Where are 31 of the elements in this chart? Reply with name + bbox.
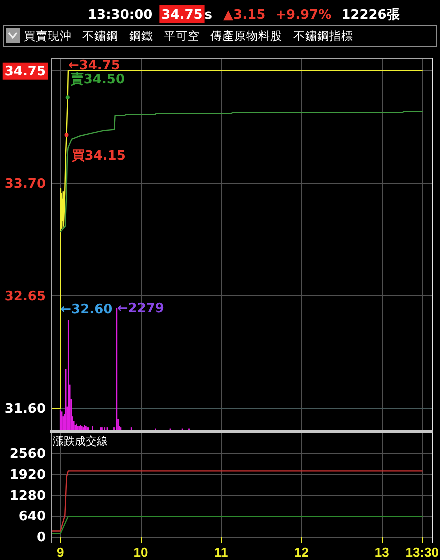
text: s [204,8,213,23]
chart-subtitle: 買賣現沖 不鏽鋼 鋼鐵 平可空 傳產原物料股 不鏽鋼指標 [24,29,354,43]
y-tick-label: 1280 [10,488,46,504]
x-tick-label: 12 [294,545,310,560]
x-tick-label: 9 [57,545,64,560]
y-tick-label: 0 [36,530,46,546]
x-tick-label: 11 [214,545,228,560]
chart-title: 漲跌成交線 [53,435,108,448]
line-series [51,70,423,410]
annotation: 賣34.50 [70,72,126,88]
text: ▲3.15 [224,8,266,23]
annotation: ←2279 [117,301,164,316]
y-tick-label: 2560 [10,447,46,462]
y-tick-label: 34.75 [4,64,46,80]
x-tick-label: 13:30 [406,545,439,560]
x-tick-label: 10 [134,545,148,560]
y-tick-label: 32.65 [4,289,46,304]
text: 34.75 [162,8,203,23]
line-series [51,470,423,532]
y-tick-label: 1920 [10,468,46,483]
y-tick-label: 33.70 [4,176,46,192]
annotation: 買34.15 [70,149,126,164]
y-tick-label: 640 [18,510,46,525]
line-series [60,111,423,232]
text: 13:30:00 [88,8,153,23]
annotation: ←32.60 [60,302,113,318]
y-tick-label: 31.60 [4,402,46,418]
annotation: ←34.75 [68,58,120,74]
text: 12226張 [342,8,401,23]
text: +9.97% [276,8,332,23]
x-tick-label: 13 [374,545,390,560]
